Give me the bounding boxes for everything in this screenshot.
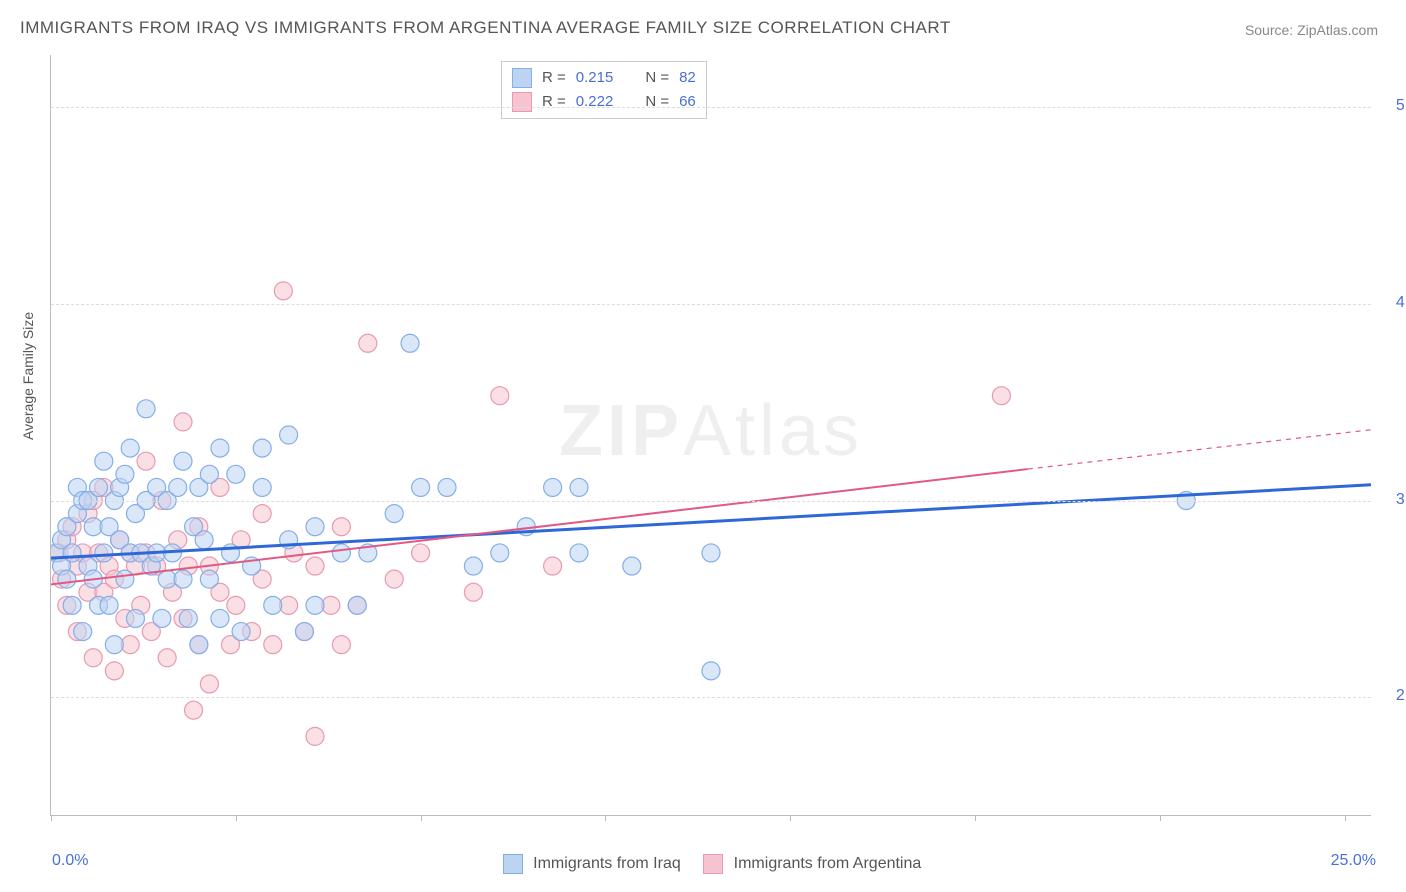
- data-point: [116, 465, 134, 483]
- data-point: [211, 439, 229, 457]
- plot-area: ZIPAtlas R = 0.215 N = 82 R = 0.222 N = …: [50, 55, 1371, 816]
- data-point: [253, 505, 271, 523]
- data-point: [491, 544, 509, 562]
- x-tick: [1345, 815, 1346, 821]
- gridline-h: [51, 304, 1371, 305]
- data-point: [438, 478, 456, 496]
- data-point: [412, 478, 430, 496]
- y-tick-label: 3.50: [1379, 491, 1406, 509]
- data-point: [200, 465, 218, 483]
- data-point: [306, 727, 324, 745]
- data-point: [116, 570, 134, 588]
- gridline-h: [51, 107, 1371, 108]
- data-point: [227, 596, 245, 614]
- data-point: [253, 478, 271, 496]
- data-point: [544, 478, 562, 496]
- data-point: [137, 400, 155, 418]
- y-axis-label: Average Family Size: [20, 312, 36, 440]
- data-point: [570, 478, 588, 496]
- data-point: [227, 465, 245, 483]
- data-point: [992, 387, 1010, 405]
- data-point: [412, 544, 430, 562]
- source-label: Source: ZipAtlas.com: [1245, 22, 1378, 38]
- data-point: [63, 544, 81, 562]
- x-tick: [1160, 815, 1161, 821]
- data-point: [702, 544, 720, 562]
- data-point: [153, 609, 171, 627]
- data-point: [84, 649, 102, 667]
- data-point: [702, 662, 720, 680]
- data-point: [464, 557, 482, 575]
- data-point: [306, 557, 324, 575]
- data-point: [295, 623, 313, 641]
- legend-label-1: Immigrants from Argentina: [734, 855, 922, 872]
- x-tick: [790, 815, 791, 821]
- data-point: [190, 636, 208, 654]
- x-tick: [51, 815, 52, 821]
- trend-line-extrapolated: [1028, 430, 1371, 469]
- data-point: [174, 452, 192, 470]
- swatch-icon: [503, 854, 523, 874]
- data-point: [623, 557, 641, 575]
- gridline-h: [51, 501, 1371, 502]
- data-point: [280, 426, 298, 444]
- data-point: [90, 478, 108, 496]
- x-tick: [975, 815, 976, 821]
- data-point: [58, 570, 76, 588]
- data-point: [544, 557, 562, 575]
- data-point: [332, 544, 350, 562]
- data-point: [385, 570, 403, 588]
- legend: Immigrants from Iraq Immigrants from Arg…: [0, 854, 1406, 874]
- data-point: [306, 596, 324, 614]
- x-tick: [421, 815, 422, 821]
- data-point: [95, 452, 113, 470]
- scatter-svg: [51, 55, 1371, 815]
- data-point: [464, 583, 482, 601]
- data-point: [169, 478, 187, 496]
- data-point: [332, 636, 350, 654]
- data-point: [100, 596, 118, 614]
- gridline-h: [51, 697, 1371, 698]
- data-point: [491, 387, 509, 405]
- data-point: [105, 636, 123, 654]
- data-point: [158, 649, 176, 667]
- legend-label-0: Immigrants from Iraq: [533, 855, 681, 872]
- data-point: [200, 675, 218, 693]
- data-point: [121, 439, 139, 457]
- chart-title: IMMIGRANTS FROM IRAQ VS IMMIGRANTS FROM …: [20, 18, 951, 38]
- data-point: [401, 334, 419, 352]
- swatch-icon: [703, 854, 723, 874]
- data-point: [264, 636, 282, 654]
- data-point: [359, 334, 377, 352]
- data-point: [306, 518, 324, 536]
- data-point: [253, 439, 271, 457]
- data-point: [74, 623, 92, 641]
- data-point: [232, 623, 250, 641]
- data-point: [174, 413, 192, 431]
- data-point: [95, 544, 113, 562]
- data-point: [274, 282, 292, 300]
- x-tick: [605, 815, 606, 821]
- y-tick-label: 2.75: [1379, 687, 1406, 705]
- data-point: [195, 531, 213, 549]
- y-tick-label: 5.00: [1379, 97, 1406, 115]
- y-tick-label: 4.25: [1379, 294, 1406, 312]
- data-point: [137, 452, 155, 470]
- x-tick: [236, 815, 237, 821]
- data-point: [174, 570, 192, 588]
- data-point: [211, 609, 229, 627]
- data-point: [332, 518, 350, 536]
- data-point: [385, 505, 403, 523]
- data-point: [185, 701, 203, 719]
- data-point: [63, 596, 81, 614]
- data-point: [200, 570, 218, 588]
- data-point: [570, 544, 588, 562]
- data-point: [348, 596, 366, 614]
- data-point: [179, 609, 197, 627]
- data-point: [264, 596, 282, 614]
- data-point: [105, 662, 123, 680]
- data-point: [126, 609, 144, 627]
